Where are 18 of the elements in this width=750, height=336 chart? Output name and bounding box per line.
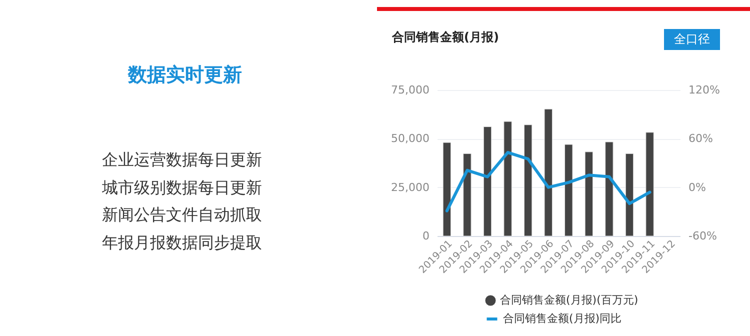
y2-tick-label: 120% <box>688 84 720 96</box>
y-tick-label: 25,000 <box>391 180 430 194</box>
text: 企业运营数据每日更新 <box>102 149 263 171</box>
button[interactable]: 全口径 <box>664 29 720 50</box>
text: 数据实时更新 <box>126 63 243 88</box>
legend-label: 合同销售金额(月报)同比 <box>503 312 622 325</box>
y-tick-label: 0 <box>422 230 430 242</box>
legend-label: 合同销售金额(月报)(百万元) <box>500 294 638 306</box>
y-tick-label: 75,000 <box>391 84 430 96</box>
y2-tick-label: 60% <box>688 132 713 146</box>
y2-tick-label: -60% <box>688 230 717 242</box>
text: 新闻公告文件自动抓取 <box>102 204 263 226</box>
chart-title: 合同销售金额(月报) <box>391 30 499 44</box>
text: 年报月报数据同步提取 <box>102 232 263 254</box>
y-tick-label: 50,000 <box>391 132 430 146</box>
y2-tick-label: 0% <box>688 180 706 194</box>
line-series <box>445 150 652 212</box>
text: 城市级别数据每日更新 <box>102 176 263 198</box>
